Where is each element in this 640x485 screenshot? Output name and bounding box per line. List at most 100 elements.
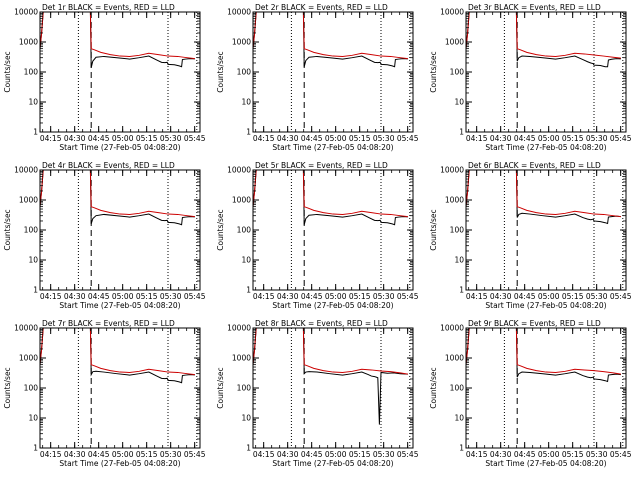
x-tick-label: 05:45 — [397, 292, 419, 301]
x-tick-label: 05:00 — [538, 450, 560, 459]
panel-frame — [465, 11, 627, 133]
y-tick-label: 1 — [459, 286, 464, 295]
y-tick-label: 10000 — [14, 324, 38, 333]
x-tick-label: 05:00 — [538, 134, 560, 143]
x-tick-label: 05:45 — [610, 450, 632, 459]
x-tick-label: 04:30 — [277, 292, 299, 301]
x-tick-label: 05:15 — [562, 450, 584, 459]
x-tick-label: 05:00 — [538, 292, 560, 301]
x-tick-label: 05:15 — [562, 134, 584, 143]
x-tick-label: 04:15 — [253, 292, 275, 301]
panel-4: 1 10 100 1000 10000 04:15 04:30 04:45 05:00 05:15… — [3, 161, 206, 310]
events-series-line — [40, 328, 195, 384]
panel-8: 1 10 100 1000 10000 04:15 04:30 04:45 05:00 05:15… — [216, 319, 419, 468]
panel-title: Det 1r BLACK = Events, RED = LLD — [42, 3, 175, 12]
events-series-line — [466, 12, 621, 68]
x-tick-label: 05:15 — [349, 450, 371, 459]
x-tick-label: 04:15 — [253, 134, 275, 143]
x-tick-label: 05:15 — [349, 292, 371, 301]
x-tick-label: 05:00 — [112, 450, 134, 459]
x-tick-label: 05:30 — [586, 292, 608, 301]
x-tick-label: 05:45 — [397, 450, 419, 459]
y-tick-label: 10 — [28, 98, 38, 107]
y-tick-label: 1 — [246, 128, 251, 137]
x-tick-label: 04:30 — [490, 450, 512, 459]
y-tick-label: 1 — [246, 286, 251, 295]
panel-title: Det 9r BLACK = Events, RED = LLD — [468, 319, 601, 328]
panel-frame — [39, 169, 201, 291]
x-tick-label: 04:45 — [514, 134, 536, 143]
panel-frame — [465, 169, 627, 291]
x-tick-label: 05:45 — [397, 134, 419, 143]
y-tick-label: 100 — [237, 68, 252, 77]
y-axis-label: Counts/sec — [216, 367, 225, 408]
lld-series-line — [40, 12, 195, 60]
x-tick-label: 04:45 — [88, 292, 110, 301]
panel-title: Det 3r BLACK = Events, RED = LLD — [468, 3, 601, 12]
lld-series-line — [253, 170, 408, 218]
x-tick-label: 05:30 — [586, 450, 608, 459]
panel-5: 1 10 100 1000 10000 04:15 04:30 04:45 05:00 05:15… — [216, 161, 419, 310]
x-tick-label: 04:45 — [301, 292, 323, 301]
x-axis-label: Start Time (27-Feb-05 04:08:20) — [59, 301, 180, 310]
y-axis-label: Counts/sec — [216, 209, 225, 250]
panel-title: Det 7r BLACK = Events, RED = LLD — [42, 319, 175, 328]
y-tick-label: 10 — [454, 256, 464, 265]
x-tick-label: 04:15 — [466, 450, 488, 459]
y-tick-label: 1000 — [445, 354, 464, 363]
x-tick-label: 05:30 — [160, 292, 182, 301]
events-series-line — [253, 170, 408, 226]
panel-frame — [252, 169, 414, 291]
y-axis-label: Counts/sec — [429, 209, 438, 250]
x-tick-label: 04:30 — [277, 134, 299, 143]
y-axis-label: Counts/sec — [3, 51, 12, 92]
y-tick-label: 100 — [237, 226, 252, 235]
y-tick-label: 100 — [237, 384, 252, 393]
x-tick-label: 05:45 — [610, 292, 632, 301]
y-tick-label: 100 — [450, 226, 465, 235]
y-tick-label: 1 — [246, 444, 251, 453]
y-tick-label: 1000 — [445, 196, 464, 205]
y-tick-label: 1000 — [19, 38, 38, 47]
y-tick-label: 10000 — [14, 166, 38, 175]
y-tick-label: 1 — [33, 444, 38, 453]
x-tick-label: 04:30 — [64, 134, 86, 143]
y-axis-label: Counts/sec — [3, 209, 12, 250]
y-tick-label: 10 — [454, 414, 464, 423]
y-tick-label: 1000 — [232, 38, 251, 47]
y-tick-label: 10000 — [14, 8, 38, 17]
y-tick-label: 1000 — [19, 196, 38, 205]
events-series-line — [253, 328, 408, 425]
x-tick-label: 05:00 — [112, 134, 134, 143]
x-tick-label: 05:15 — [136, 134, 158, 143]
lld-series-line — [40, 328, 195, 376]
y-tick-label: 100 — [24, 226, 39, 235]
x-tick-label: 04:45 — [514, 292, 536, 301]
x-tick-label: 04:30 — [277, 450, 299, 459]
x-tick-label: 05:15 — [136, 450, 158, 459]
x-tick-label: 05:30 — [373, 450, 395, 459]
y-tick-label: 100 — [24, 68, 39, 77]
y-tick-label: 10000 — [440, 8, 464, 17]
y-tick-label: 1000 — [445, 38, 464, 47]
panel-title: Det 2r BLACK = Events, RED = LLD — [255, 3, 388, 12]
y-tick-label: 10000 — [227, 8, 251, 17]
x-tick-label: 04:45 — [301, 134, 323, 143]
y-tick-label: 1000 — [232, 196, 251, 205]
y-axis-label: Counts/sec — [3, 367, 12, 408]
y-tick-label: 1 — [33, 286, 38, 295]
y-tick-label: 10 — [454, 98, 464, 107]
events-series-line — [40, 170, 195, 226]
y-tick-label: 1000 — [19, 354, 38, 363]
x-tick-label: 05:00 — [325, 292, 347, 301]
y-tick-label: 10 — [241, 98, 251, 107]
x-tick-label: 04:15 — [40, 450, 62, 459]
events-series-line — [466, 328, 621, 383]
y-tick-label: 10000 — [440, 324, 464, 333]
x-axis-label: Start Time (27-Feb-05 04:08:20) — [485, 301, 606, 310]
x-tick-label: 05:30 — [373, 134, 395, 143]
x-tick-label: 05:30 — [160, 134, 182, 143]
y-axis-label: Counts/sec — [429, 367, 438, 408]
x-tick-label: 04:45 — [88, 450, 110, 459]
